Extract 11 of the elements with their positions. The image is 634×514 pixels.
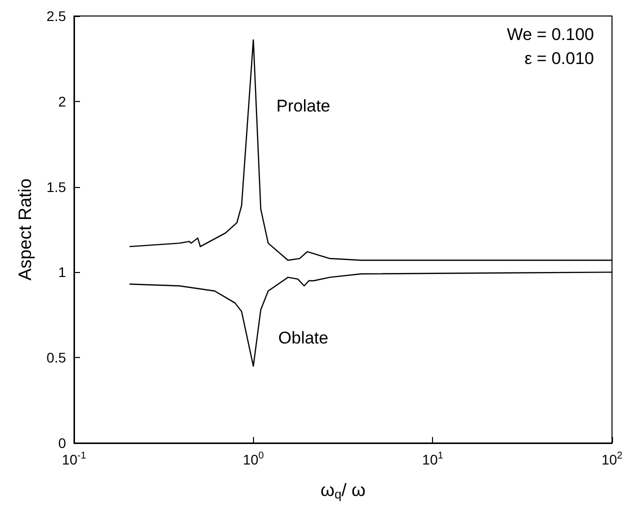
y-tick-label: 0.5 (46, 350, 66, 366)
y-tick-label: 2 (58, 93, 66, 110)
y-tick-label: 1.5 (46, 178, 66, 195)
y-tick-label: 0 (58, 435, 66, 451)
annotation: ε = 0.010 (524, 49, 594, 68)
y-axis-title: Aspect Ratio (15, 178, 35, 281)
y-tick-label: 2.5 (46, 8, 66, 24)
y-tick-label: 1 (58, 264, 66, 280)
annotation: We = 0.100 (506, 25, 594, 44)
series-label: Oblate (278, 328, 328, 348)
series-label: Prolate (276, 96, 330, 116)
